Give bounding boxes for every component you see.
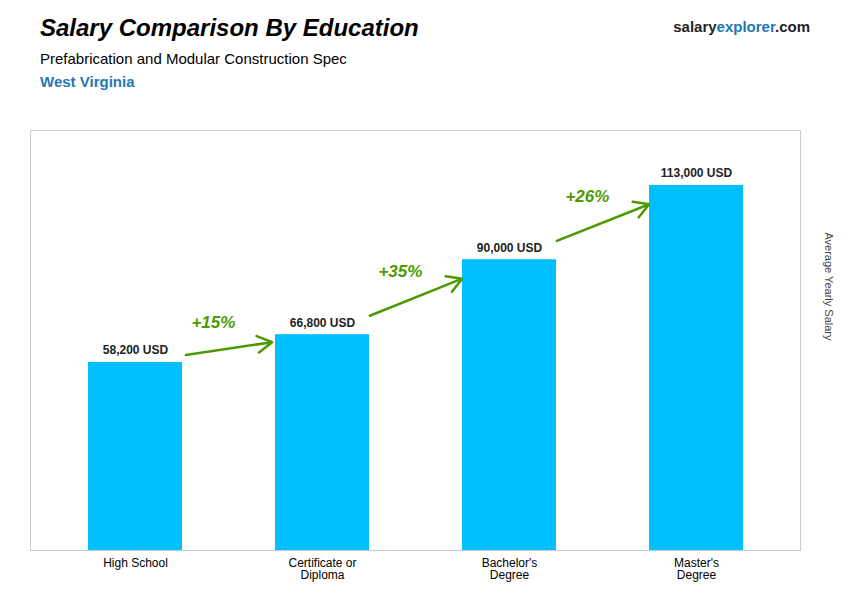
svg-text:58,200 USD: 58,200 USD — [103, 343, 169, 357]
html-text:West Virginia: West Virginia — [40, 73, 135, 90]
svg-text:+15%: +15% — [191, 313, 235, 332]
svg-text:Average Yearly Salary: Average Yearly Salary — [823, 232, 835, 341]
svg-text:High School: High School — [103, 556, 168, 570]
svg-text:66,800 USD: 66,800 USD — [290, 316, 356, 330]
svg-text:+35%: +35% — [378, 262, 422, 281]
html-text:salary explorer.com: salary explorer.com — [673, 18, 810, 35]
html-text:Salary Comparison By Education: Salary Comparison By Education — [40, 14, 419, 41]
svg-text:+26%: +26% — [565, 187, 609, 206]
svg-text:Master'sDegree: Master'sDegree — [674, 556, 719, 582]
svg-text:Bachelor'sDegree: Bachelor'sDegree — [482, 556, 538, 582]
svg-text:Certificate orDiploma: Certificate orDiploma — [288, 556, 356, 582]
svg-text:113,000 USD: 113,000 USD — [661, 166, 733, 180]
html-text:Prefabrication and Modular Con: Prefabrication and Modular Construction … — [40, 50, 347, 67]
svg-text:90,000 USD: 90,000 USD — [477, 241, 543, 255]
